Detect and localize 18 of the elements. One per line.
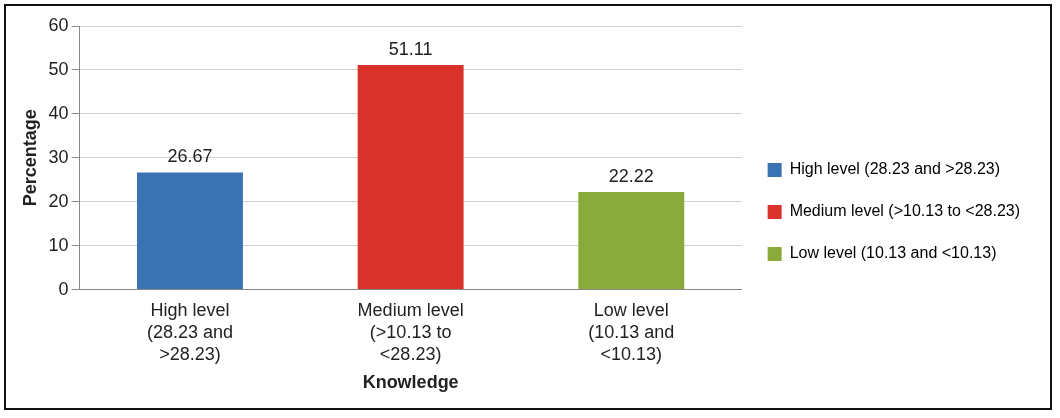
legend-label: High level (28.23 and >28.23) (789, 160, 1001, 178)
y-tick-label: 10 (48, 234, 69, 255)
y-tick-label: 60 (48, 14, 69, 35)
data-label: 22.22 (608, 165, 654, 186)
legend-label: Low level (10.13 and <10.13) (789, 244, 997, 262)
y-axis-title: Percentage (19, 109, 40, 207)
y-tick-label: 40 (48, 102, 69, 123)
data-label: 51.11 (388, 39, 433, 60)
x-axis-title: Knowledge (362, 372, 459, 393)
y-tick-label: 50 (48, 58, 69, 79)
y-tick-label: 30 (48, 146, 69, 167)
x-tick-label: Low level (10.13 and <10.13) (588, 300, 675, 364)
data-label: 26.67 (167, 146, 213, 167)
y-tick-label: 0 (58, 278, 69, 299)
x-tick-label: Medium level (>10.13 to <28.23) (357, 300, 464, 364)
legend-label: Medium level (>10.13 to <28.23) (789, 202, 1020, 220)
y-tick-label: 20 (48, 190, 69, 211)
x-tick-label: High level (28.23 and >28.23) (146, 300, 233, 364)
